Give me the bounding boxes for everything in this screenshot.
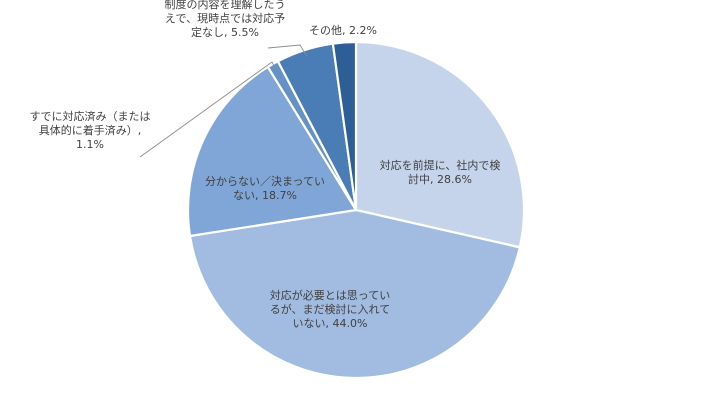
data-label-line: 定なし, 5.5% (191, 25, 259, 39)
data-label-line: その他, 2.2% (309, 24, 377, 37)
leader-lines-layer (139, 44, 307, 158)
data-label: 対応が必要とは思っているが、まだ検討に入れていない, 44.0% (270, 288, 390, 330)
data-label-line: ない, 18.7% (233, 189, 297, 202)
leader-line (267, 44, 307, 57)
data-label-line: 1.1% (76, 138, 104, 151)
data-label-line: 対応が必要とは思ってい (270, 288, 390, 302)
data-labels-layer: 対応を前提に、社内で検討中, 28.6% 対応が必要とは思っているが、まだ検討に入… (29, 0, 500, 330)
data-label: 対応を前提に、社内で検討中, 28.6% (380, 158, 501, 186)
slices-layer (186, 40, 526, 380)
pie-slice (331, 40, 358, 211)
data-label-line: すでに対応済み（または (29, 109, 150, 123)
data-label: 制度の内容を理解したうえで、現時点では対応予定なし, 5.5% (165, 0, 286, 39)
data-label: すでに対応済み（または具体的に着手済み）, 1.1% (29, 109, 150, 151)
pie-slice (354, 40, 526, 249)
data-label-line: 討中, 28.6% (408, 172, 472, 186)
data-label-line: 制度の内容を理解したう (165, 0, 286, 11)
leader-line (139, 61, 277, 158)
data-label-line: えで、現時点では対応予 (165, 11, 285, 25)
data-label-line: るが、まだ検討に入れて (270, 302, 390, 316)
pie-slice (186, 65, 358, 238)
data-label-line: 対応を前提に、社内で検 (380, 158, 501, 172)
data-label-line: 具体的に着手済み）, (39, 123, 142, 137)
data-label-line: いない, 44.0% (293, 317, 368, 330)
pie-slice (188, 208, 522, 380)
data-label: その他, 2.2% (309, 24, 377, 37)
data-label: 分からない／決まっていない, 18.7% (205, 175, 325, 202)
data-label-line: 分からない／決まってい (205, 175, 325, 188)
